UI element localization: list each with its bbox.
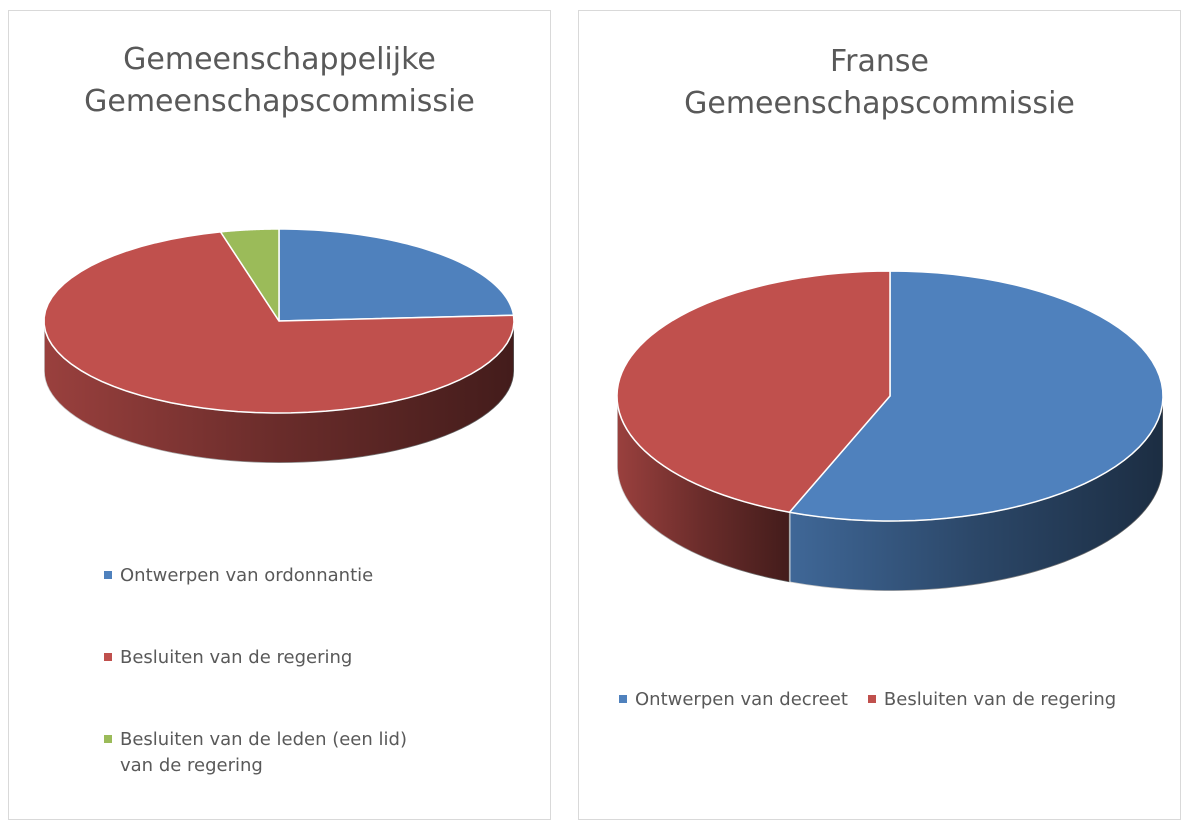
pie-area [43, 228, 515, 464]
pie-slice [43, 231, 515, 414]
legend-swatch [104, 571, 112, 579]
chart-panel: Gemeenschappelijke Gemeenschapscommissie… [8, 10, 551, 820]
legend: Ontwerpen van ordonnantie Besluiten van d… [104, 563, 444, 835]
chart-panel: Franse Gemeenschapscommissie Ontwerpen v… [578, 10, 1181, 820]
legend-item: Ontwerpen van ordonnantie [104, 563, 444, 589]
side-shade [44, 321, 514, 463]
legend-swatch [619, 695, 627, 703]
pie-slice [219, 228, 280, 322]
pie-slice [278, 228, 515, 322]
side-shade [617, 396, 790, 583]
legend-label: Ontwerpen van ordonnantie [120, 565, 374, 586]
legend-item: Besluiten van de regering [867, 687, 1117, 713]
legend-label: Besluiten van de regering [120, 647, 353, 668]
legend-item: Besluiten van de regering [104, 645, 444, 671]
page: Gemeenschappelijke Gemeenschapscommissie… [8, 10, 1181, 820]
legend-swatch [104, 653, 112, 661]
chart-title: Gemeenschappelijke Gemeenschapscommissie [84, 42, 475, 119]
pie-area [616, 270, 1164, 592]
legend-item: Ontwerpen van decreet [619, 687, 848, 713]
pie-slice [616, 270, 891, 513]
legend-label: Ontwerpen van decreet [635, 689, 848, 710]
legend-label: Besluiten van de leden (een lid) van de … [120, 729, 407, 776]
legend-swatch [867, 695, 876, 703]
chart-title: Franse Gemeenschapscommissie [684, 44, 1075, 121]
pie-slice [788, 270, 1164, 522]
side-shade [789, 396, 1163, 591]
legend-swatch [104, 735, 112, 743]
legend-label: Besluiten van de regering [883, 689, 1117, 710]
legend: Ontwerpen van decreet Besluiten van de re… [619, 687, 1179, 713]
legend-item: Besluiten van de leden (een lid) van de … [104, 727, 444, 779]
